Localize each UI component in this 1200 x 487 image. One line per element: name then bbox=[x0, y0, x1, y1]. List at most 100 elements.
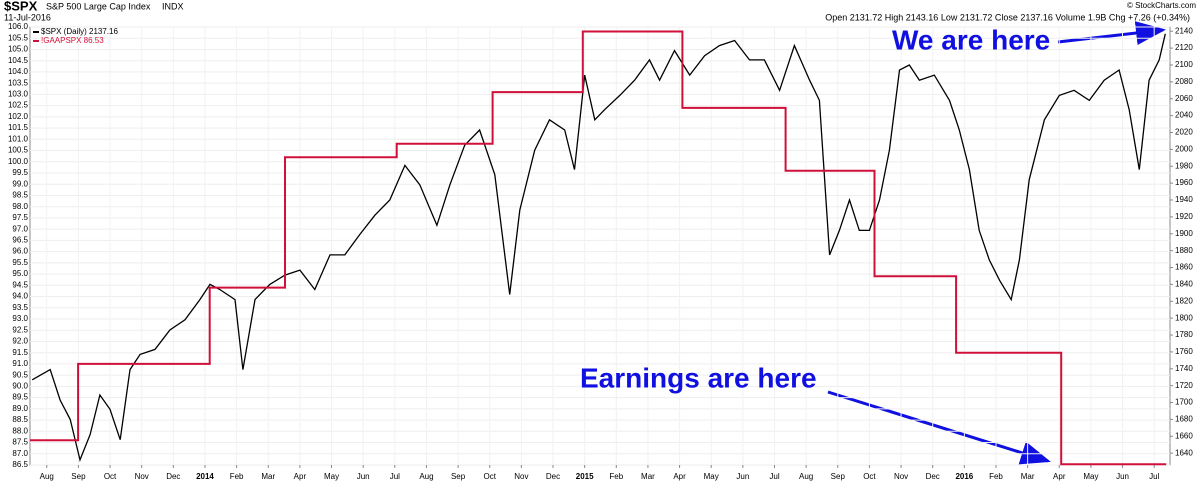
x-tick-label: Apr bbox=[294, 472, 307, 481]
y-tick-label: 87.5 bbox=[12, 438, 28, 447]
series-line bbox=[31, 33, 1166, 463]
y2-tick-label: 2080 bbox=[1175, 77, 1193, 86]
y2-tick-label: 1840 bbox=[1175, 280, 1193, 289]
legend-label: !GAAPSPX 86.53 bbox=[41, 36, 104, 45]
y-tick-label: 86.5 bbox=[12, 460, 28, 469]
y-tick-label: 97.5 bbox=[12, 213, 28, 222]
x-tick-label: Sep bbox=[71, 472, 86, 481]
x-tick-label: Nov bbox=[894, 472, 908, 481]
y2-tick-label: 1800 bbox=[1175, 313, 1193, 322]
y-tick-label: 102.0 bbox=[8, 112, 29, 121]
y2-tick-label: 1920 bbox=[1175, 212, 1193, 221]
series-line bbox=[30, 30, 1167, 466]
y2-tick-label: 1660 bbox=[1175, 431, 1193, 440]
y2-tick-label: 1940 bbox=[1175, 195, 1193, 204]
x-tick-label: Aug bbox=[419, 472, 433, 481]
y-tick-label: 100.5 bbox=[8, 146, 29, 155]
y2-tick-label: 2020 bbox=[1175, 128, 1193, 137]
y2-tick-label: 2060 bbox=[1175, 94, 1193, 103]
legend-label: $SPX (Daily) 2137.16 bbox=[41, 27, 118, 36]
y2-tick-label: 1740 bbox=[1175, 364, 1193, 373]
y-tick-label: 89.5 bbox=[12, 393, 28, 402]
x-tick-label: May bbox=[1083, 472, 1098, 481]
x-tick-label: Dec bbox=[926, 472, 940, 481]
y-tick-label: 91.5 bbox=[12, 348, 28, 357]
quote: Open 2131.72 High 2143.16 Low 2131.72 Cl… bbox=[825, 12, 1190, 22]
y2-tick-label: 1780 bbox=[1175, 330, 1193, 339]
y2-tick-label: 1680 bbox=[1175, 415, 1193, 424]
y-tick-label: 88.0 bbox=[12, 426, 28, 435]
y-tick-label: 105.5 bbox=[8, 33, 29, 42]
y-tick-label: 92.5 bbox=[12, 325, 28, 334]
x-tick-label: 2015 bbox=[576, 472, 594, 481]
y-tick-label: 92.0 bbox=[12, 337, 28, 346]
y-tick-label: 87.0 bbox=[12, 449, 28, 458]
x-tick-label: Jul bbox=[769, 472, 779, 481]
y-tick-label: 101.0 bbox=[8, 134, 29, 143]
y-tick-label: 96.5 bbox=[12, 235, 28, 244]
x-tick-label: Dec bbox=[546, 472, 560, 481]
y-tick-label: 94.0 bbox=[12, 292, 28, 301]
x-tick-label: Nov bbox=[135, 472, 149, 481]
x-tick-label: Dec bbox=[166, 472, 180, 481]
y-tick-label: 103.0 bbox=[8, 89, 29, 98]
y-tick-label: 88.5 bbox=[12, 415, 28, 424]
y-tick-label: 94.5 bbox=[12, 280, 28, 289]
x-tick-label: 2016 bbox=[955, 472, 973, 481]
x-tick-label: Jun bbox=[1116, 472, 1129, 481]
y2-tick-label: 1860 bbox=[1175, 263, 1193, 272]
plot-frame bbox=[29, 26, 1171, 466]
x-tick-label: Mar bbox=[261, 472, 275, 481]
annotation: Earnings are here bbox=[580, 362, 817, 393]
y-tick-label: 99.5 bbox=[12, 168, 28, 177]
x-tick-label: Mar bbox=[1021, 472, 1035, 481]
x-tick-label: May bbox=[704, 472, 719, 481]
x-tick-label: Jul bbox=[390, 472, 400, 481]
y-tick-label: 100.0 bbox=[8, 157, 29, 166]
y-tick-label: 97.0 bbox=[12, 224, 28, 233]
y-tick-label: 93.0 bbox=[12, 314, 28, 323]
y-tick-label: 105.0 bbox=[8, 45, 29, 54]
x-tick-label: Aug bbox=[799, 472, 813, 481]
y-tick-label: 98.5 bbox=[12, 191, 28, 200]
x-tick-label: Mar bbox=[641, 472, 655, 481]
annotation: We are here bbox=[892, 24, 1050, 55]
exchange: INDX bbox=[162, 1, 184, 11]
x-tick-label: May bbox=[324, 472, 339, 481]
x-tick-label: Sep bbox=[451, 472, 466, 481]
x-tick-label: Jul bbox=[1149, 472, 1159, 481]
x-tick-label: 2014 bbox=[196, 472, 214, 481]
y-tick-label: 99.0 bbox=[12, 179, 28, 188]
x-tick-label: Feb bbox=[989, 472, 1003, 481]
y2-tick-label: 1880 bbox=[1175, 246, 1193, 255]
y-tick-label: 101.5 bbox=[8, 123, 29, 132]
y2-tick-label: 2100 bbox=[1175, 60, 1193, 69]
y-tick-label: 91.0 bbox=[12, 359, 28, 368]
x-tick-label: Feb bbox=[609, 472, 623, 481]
y2-tick-label: 1760 bbox=[1175, 347, 1193, 356]
arrow bbox=[827, 390, 1051, 465]
y-tick-label: 103.5 bbox=[8, 78, 29, 87]
y-tick-label: 95.5 bbox=[12, 258, 28, 267]
y-tick-label: 90.0 bbox=[12, 381, 28, 390]
y2-tick-label: 2140 bbox=[1175, 26, 1193, 35]
arrow bbox=[1057, 21, 1166, 45]
y-tick-label: 104.0 bbox=[8, 67, 29, 76]
x-tick-label: Feb bbox=[230, 472, 244, 481]
x-tick-label: Apr bbox=[673, 472, 686, 481]
y2-tick-label: 1960 bbox=[1175, 178, 1193, 187]
y2-tick-label: 1720 bbox=[1175, 381, 1193, 390]
date: 11-Jul-2016 bbox=[4, 12, 51, 22]
y2-tick-label: 2000 bbox=[1175, 144, 1193, 153]
source: © StockCharts.com bbox=[1127, 1, 1196, 10]
y-tick-label: 102.5 bbox=[8, 101, 29, 110]
y-tick-label: 106.0 bbox=[8, 22, 29, 31]
y2-tick-label: 2120 bbox=[1175, 43, 1193, 52]
y-tick-label: 98.0 bbox=[12, 202, 28, 211]
symbol: $SPX bbox=[4, 0, 38, 13]
y2-tick-label: 1640 bbox=[1175, 448, 1193, 457]
y2-tick-label: 2040 bbox=[1175, 111, 1193, 120]
y2-tick-label: 1700 bbox=[1175, 398, 1193, 407]
y-tick-label: 96.0 bbox=[12, 247, 28, 256]
